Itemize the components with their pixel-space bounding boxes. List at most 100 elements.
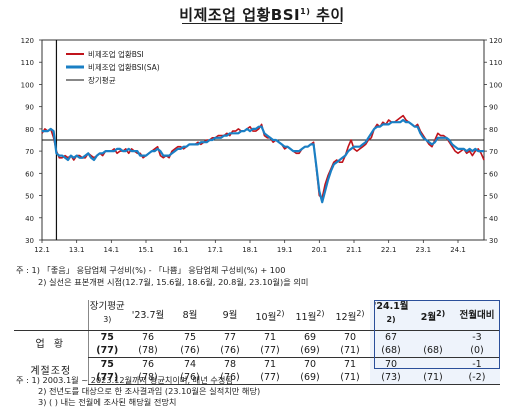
table-cell: (76)	[170, 371, 210, 386]
table-cell: (69)	[290, 344, 330, 359]
table-cell: 67	[370, 330, 412, 345]
table-cell: 75	[183, 332, 197, 344]
footnote-3: 3) ( ) 내는 전월에 조사된 해당월 전망치	[38, 397, 177, 407]
header-col-forecast: 2월2)	[412, 300, 454, 332]
table-cell: (69)	[290, 371, 330, 386]
chart-note-2: 2) 실선은 표본개편 시점(12.7월, 15.6월, 18.6월, 20.8…	[38, 277, 309, 287]
table-cell: 75	[87, 357, 126, 372]
table-cell: 75	[87, 330, 126, 345]
x-tick-label: 15.1	[138, 246, 154, 254]
y-tick-label-left: 90	[25, 104, 34, 112]
table-cell: (76)	[210, 371, 250, 386]
table-cell: 78	[223, 359, 237, 371]
y-tick-label-left: 120	[21, 37, 34, 45]
header-col: 10월2)	[250, 300, 290, 332]
y-tick-label-left: 60	[25, 170, 34, 178]
table-cell: 70	[303, 359, 317, 371]
table-cell: -1	[454, 357, 500, 372]
table-row: (77) (78) (76) (76) (77) (69) (71) (73) …	[14, 371, 500, 386]
table-cell: (68)	[412, 344, 454, 359]
y-tick-label-left: 50	[25, 193, 34, 201]
legend-label: 비제조업 업황BSI(SA)	[88, 62, 160, 72]
header-empty	[14, 300, 88, 332]
footnote-2: 2) 전년도를 대상으로 한 조사결과임 (23.10월은 실적치만 해당)	[38, 386, 261, 396]
header-col: 9월	[210, 300, 250, 332]
table-row: 계절조정 75 76 74 78 71 70 71 70 -1	[14, 357, 500, 377]
y-tick-label-left: 80	[25, 126, 34, 134]
table-cell: 71	[343, 359, 357, 371]
y-tick-label-right: 30	[489, 237, 498, 245]
y-tick-label-right: 70	[489, 148, 498, 156]
x-tick-label: 23.1	[416, 246, 432, 254]
title-superscript: 1)	[300, 7, 311, 16]
table-cell: -3	[454, 330, 500, 345]
header-col-current: '24.1월2)	[370, 300, 412, 332]
table-cell	[412, 357, 454, 372]
y-tick-label-right: 50	[489, 193, 498, 201]
table-cell: 71	[263, 332, 277, 344]
table-cell: 76	[141, 332, 155, 344]
table-cell: (77)	[87, 344, 126, 359]
table-header-row: 장기평균3) '23.7월 8월 9월 10월2) 11월2) 12월2) '2…	[14, 300, 500, 332]
header-col: 11월2)	[290, 300, 330, 332]
title-underline	[182, 23, 342, 24]
table-cell: (77)	[250, 371, 290, 386]
x-tick-label: 20.1	[312, 246, 328, 254]
x-tick-label: 24.1	[450, 246, 466, 254]
table-cell: (77)	[250, 344, 290, 359]
y-tick-label-right: 80	[489, 126, 498, 134]
title-text: 비제조업 업황BSI	[179, 6, 301, 24]
x-tick-label: 19.1	[277, 246, 293, 254]
table-cell: (73)	[370, 371, 412, 386]
table-cell: (76)	[170, 344, 210, 359]
y-tick-label-right: 100	[489, 81, 502, 89]
table-cell: 70	[370, 357, 412, 372]
table-row: 업 황 75 76 75 77 71 69 70 67 -3	[14, 330, 500, 350]
title-suffix: 추이	[316, 6, 345, 24]
table-cell: (71)	[412, 371, 454, 386]
header-col: 8월	[170, 300, 210, 332]
table-cell: (76)	[210, 344, 250, 359]
table-cell: 70	[343, 332, 357, 344]
header-col-change: 전월대비	[454, 300, 500, 332]
table-cell: (77)	[87, 371, 126, 386]
x-tick-label: 21.1	[346, 246, 362, 254]
table-cell: 71	[263, 359, 277, 371]
table-cell: (71)	[330, 344, 370, 359]
table-cell: (71)	[330, 371, 370, 386]
header-col: '23.7월	[126, 300, 170, 332]
row-label-seasonal: 계절조정	[30, 365, 72, 377]
table-cell: (-2)	[454, 371, 500, 386]
y-tick-label-right: 60	[489, 170, 498, 178]
table-cell: 76	[141, 359, 155, 371]
table-cell: (78)	[126, 344, 170, 359]
x-tick-label: 13.1	[69, 246, 85, 254]
x-tick-label: 17.1	[208, 246, 224, 254]
table-row: (77) (78) (76) (76) (77) (69) (71) (68) …	[14, 344, 500, 359]
table-cell: (0)	[454, 344, 500, 359]
y-tick-label-left: 110	[21, 59, 34, 67]
y-tick-label-left: 30	[25, 237, 34, 245]
chart-note-1: 주 : 1) 「좋음」 응답업체 구성비(%) - 「나쁨」 응답업체 구성비(…	[16, 265, 286, 275]
header-col: 12월2)	[330, 300, 370, 332]
y-tick-label-right: 110	[489, 59, 502, 67]
legend-label: 장기평균	[88, 75, 116, 85]
table-cell	[412, 330, 454, 345]
table-cell: (78)	[126, 371, 170, 386]
bsi-line-chart: 30 30 40 40 50 50 60 60 70 70 80 80 90 90 100 100 110 110…	[21, 37, 503, 254]
header-long-term-average: 장기평균3)	[87, 300, 126, 332]
y-tick-label-left: 70	[25, 148, 34, 156]
table-cell: 74	[183, 359, 197, 371]
footnote-1: 주 : 1) 2003.1월 ~ 2023.12월까지 평균치이며, 매년 수정…	[16, 375, 233, 385]
table-cell: (68)	[370, 344, 412, 359]
legend-label: 비제조업 업황BSI	[88, 49, 144, 59]
y-tick-label-right: 120	[489, 37, 502, 45]
chart-title: 비제조업 업황BSI1) 추이	[0, 4, 524, 25]
table-cell: 77	[223, 332, 237, 344]
y-tick-label-left: 100	[21, 81, 34, 89]
y-tick-label-right: 40	[489, 215, 498, 223]
x-tick-label: 14.1	[104, 246, 120, 254]
x-tick-label: 16.1	[173, 246, 189, 254]
row-label-business: 업 황	[35, 338, 67, 350]
x-tick-label: 18.1	[242, 246, 258, 254]
